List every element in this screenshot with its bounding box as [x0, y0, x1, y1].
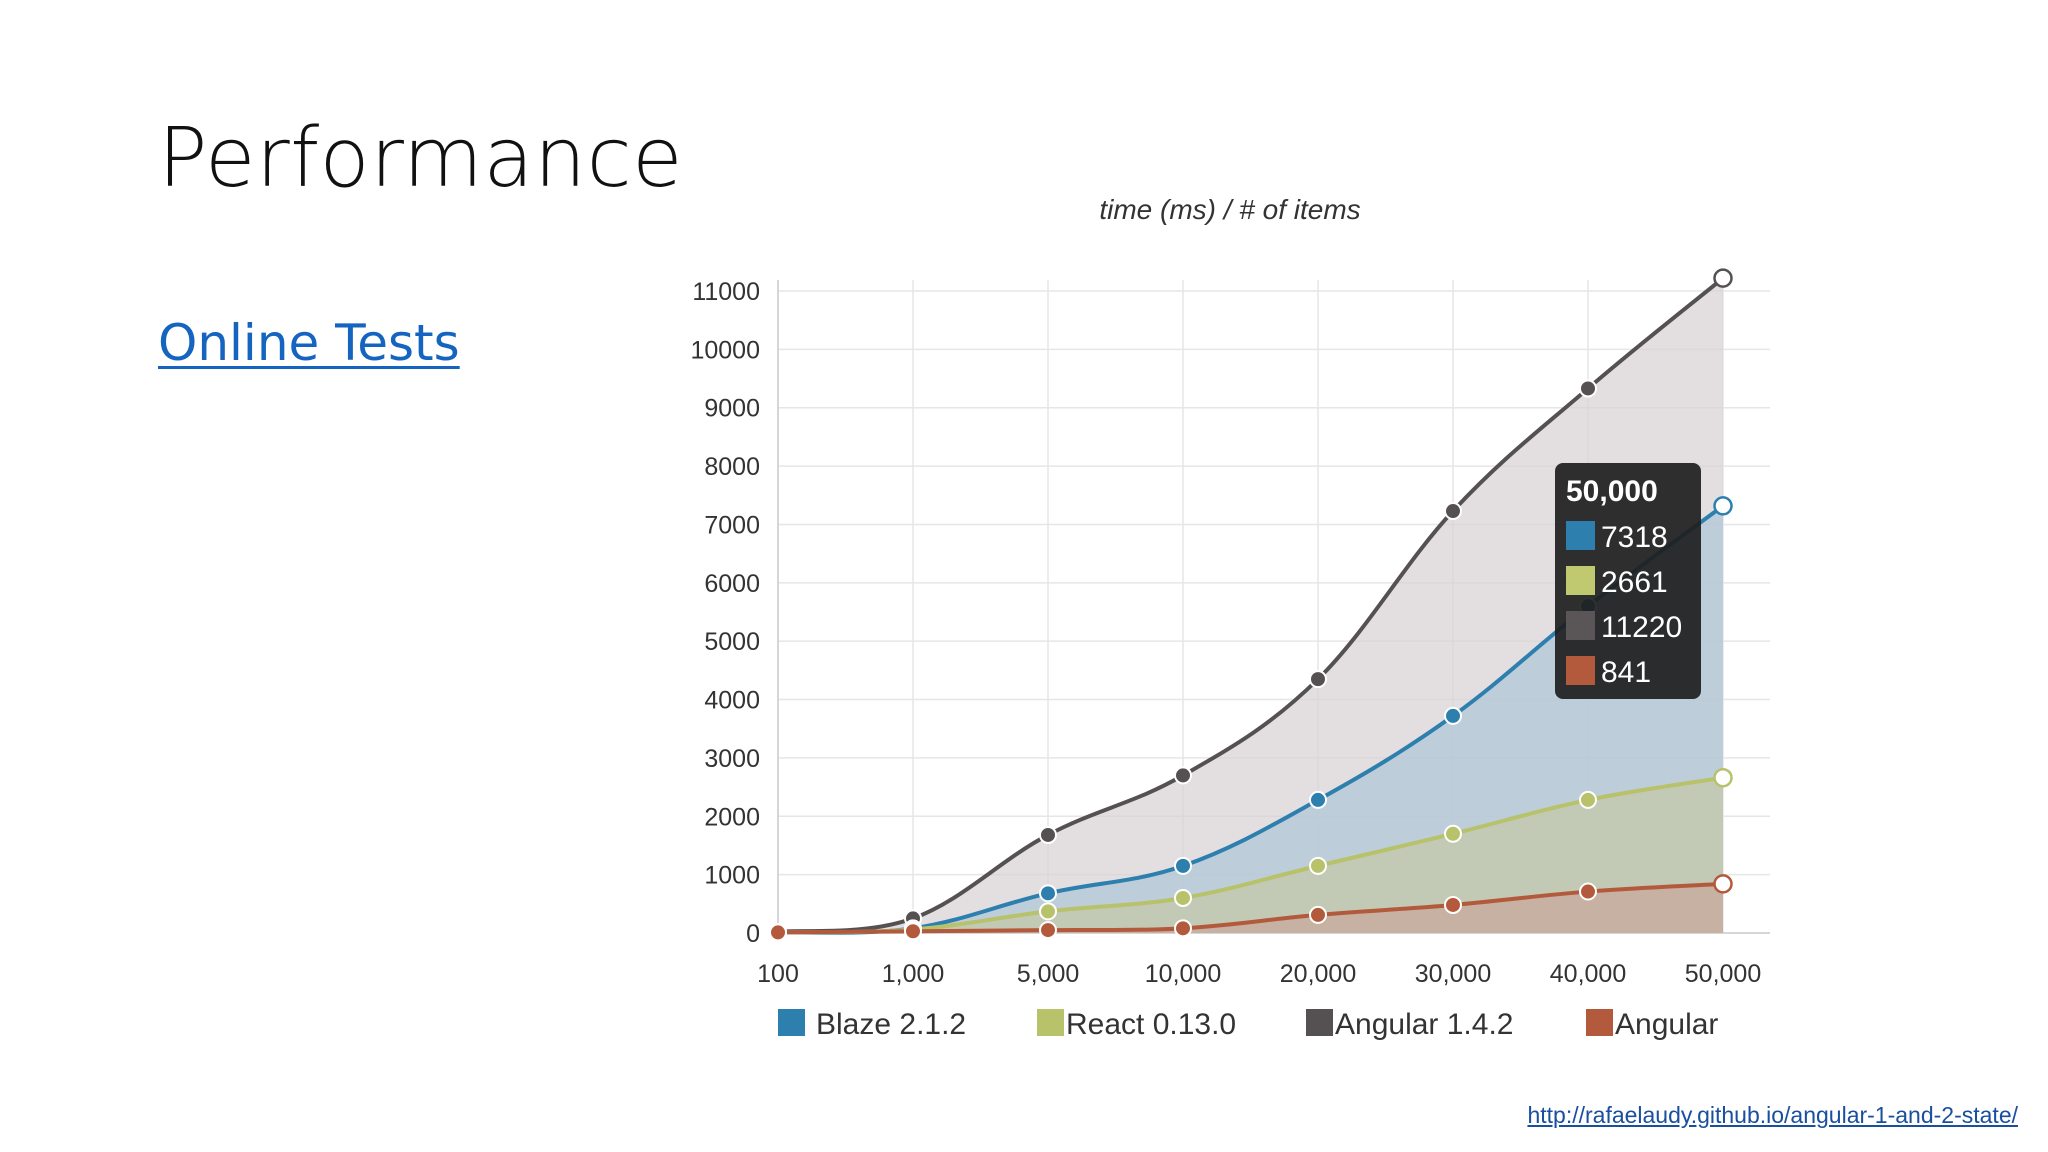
data-point — [1039, 825, 1057, 844]
y-tick-label: 9000 — [704, 395, 760, 423]
y-tick-label: 11000 — [692, 278, 760, 306]
data-point — [1713, 767, 1733, 788]
x-tick-label: 20,000 — [1280, 960, 1356, 988]
y-tick-label: 5000 — [704, 628, 760, 656]
tooltip-swatch — [1566, 566, 1595, 595]
x-tick-label: 100 — [757, 960, 799, 988]
line-angular — [777, 881, 1724, 935]
slide-title: Performance — [158, 111, 684, 206]
y-tick-label: 10000 — [690, 336, 760, 364]
data-point — [1713, 496, 1733, 516]
source-url-link[interactable]: http://rafaelaudy.github.io/angular-1-an… — [1527, 1102, 2018, 1128]
data-point — [1174, 888, 1192, 907]
data-point — [1579, 882, 1597, 901]
legend-swatch — [1037, 1009, 1064, 1036]
tooltip-value: 2661 — [1601, 566, 1668, 599]
chart-legend: Blaze 2.1.2 React 0.13.0 Angular 1.4.2 Angu… — [778, 1008, 1718, 1041]
tooltip-swatch — [1566, 521, 1595, 550]
tooltip-header: 50,000 — [1566, 475, 1658, 508]
data-point — [1174, 919, 1192, 938]
y-tick-label: 6000 — [704, 570, 760, 598]
legend-swatch — [778, 1009, 805, 1036]
legend-label: React 0.13.0 — [1066, 1008, 1236, 1041]
data-point — [904, 922, 922, 941]
data-point — [1309, 790, 1327, 809]
data-point — [1713, 874, 1733, 894]
tooltip-value: 7318 — [1601, 521, 1668, 554]
legend-label: Blaze 2.1.2 — [816, 1008, 966, 1041]
data-point — [1713, 268, 1733, 288]
legend-swatch — [1586, 1009, 1613, 1036]
data-point — [1174, 766, 1192, 785]
y-tick-label: 1000 — [704, 862, 760, 890]
x-axis: 100 1,000 5,000 10,000 20,000 30,000 40,000 50,… — [757, 960, 1761, 988]
tooltip-swatch — [1566, 611, 1595, 640]
chart-title: time (ms) / # of items — [1099, 194, 1360, 225]
y-tick-label: 4000 — [704, 687, 760, 715]
data-point — [1039, 902, 1057, 921]
tooltip-swatch — [1566, 656, 1595, 685]
y-tick-label: 7000 — [704, 511, 760, 539]
x-tick-label: 1,000 — [882, 960, 945, 988]
data-point — [769, 923, 787, 942]
x-tick-label: 5,000 — [1017, 960, 1080, 988]
data-point — [1039, 884, 1057, 903]
data-point — [1309, 856, 1327, 875]
data-point — [1579, 790, 1597, 809]
x-tick-label: 50,000 — [1685, 960, 1761, 988]
line-react-0-13-0 — [777, 775, 1724, 935]
x-tick-label: 10,000 — [1145, 960, 1221, 988]
online-tests-link[interactable]: Online Tests — [158, 314, 460, 372]
data-point — [1444, 895, 1462, 914]
legend-label: Angular — [1615, 1008, 1718, 1041]
data-point — [1174, 856, 1192, 875]
y-tick-label: 0 — [746, 920, 760, 948]
area-angular — [778, 883, 1723, 933]
data-point — [1309, 670, 1327, 689]
data-point — [1039, 921, 1057, 940]
line-angular-1-4-2 — [777, 276, 1725, 934]
area-react-0-13-0 — [778, 777, 1723, 933]
x-tick-label: 30,000 — [1415, 960, 1491, 988]
tooltip-value: 11220 — [1601, 611, 1682, 644]
data-point — [1309, 905, 1327, 924]
tooltip-value: 841 — [1601, 656, 1651, 689]
y-tick-label: 3000 — [704, 745, 760, 773]
legend-label: Angular 1.4.2 — [1335, 1008, 1513, 1041]
y-tick-label: 8000 — [704, 453, 760, 481]
data-point — [1444, 502, 1462, 521]
data-point — [1444, 824, 1462, 843]
legend-swatch — [1306, 1009, 1333, 1036]
x-tick-label: 40,000 — [1550, 960, 1626, 988]
data-point — [1444, 706, 1462, 725]
data-point — [1579, 379, 1597, 398]
y-axis: 0 1000 2000 3000 4000 5000 6000 7000 8000 9000 100… — [690, 278, 760, 948]
y-tick-label: 2000 — [704, 803, 760, 831]
chart-points — [769, 268, 1733, 942]
chart-tooltip: 50,000 7318 2661 11220 841 — [1555, 463, 1701, 699]
